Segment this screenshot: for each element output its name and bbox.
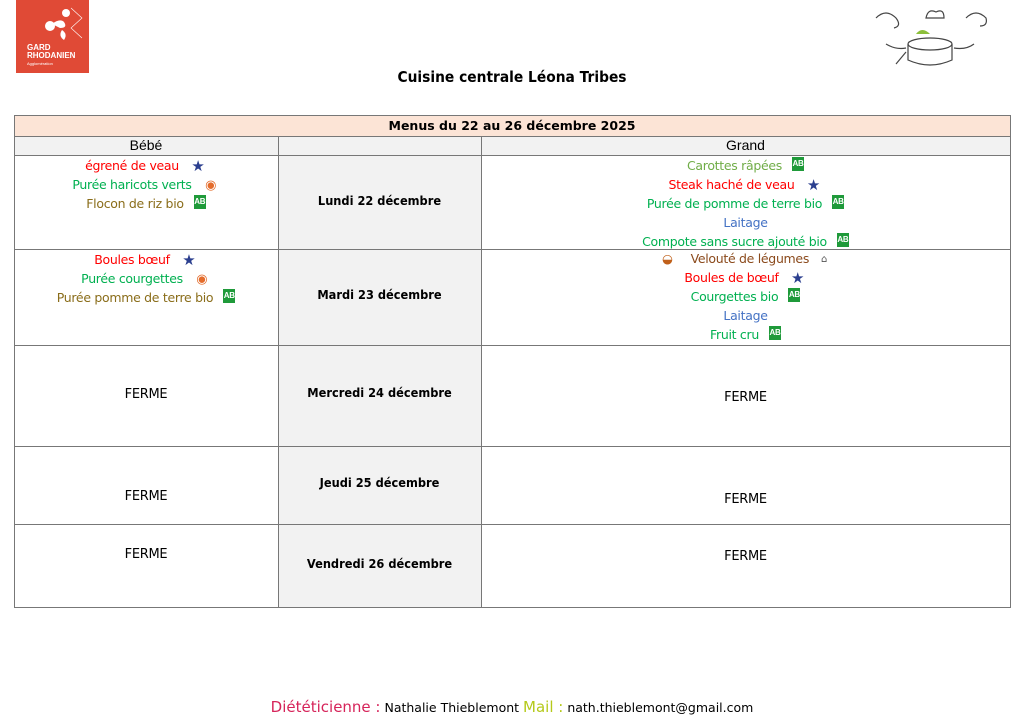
menu-bebe-cell: Boules bœuf ★ Purée courgettes ◉ Purée pomme… xyxy=(14,250,278,307)
gard-rhodanien-logo: GARD RHODANIEN Agglomération xyxy=(16,0,89,73)
menu-item: Purée de pomme de terre bio AB xyxy=(481,194,1010,213)
ab-bio-icon: AB xyxy=(832,194,845,209)
chef-cooking-pot-illustration xyxy=(875,10,987,66)
menu-item-text: Courgettes bio xyxy=(690,289,779,304)
menu-grand-cell: Carottes râpées AB Steak haché de veau ★ Pur… xyxy=(481,156,1010,251)
ab-bio-icon: AB xyxy=(792,156,804,171)
menu-item-text: égrené de veau xyxy=(85,158,179,173)
logo-line2: RHODANIEN xyxy=(27,51,76,60)
menu-item-text: Laitage xyxy=(723,215,768,230)
ab-bio-icon: AB xyxy=(193,194,206,209)
closed-label: FERME xyxy=(724,390,767,405)
bebe-label-icon: ◉ xyxy=(196,271,208,287)
column-grand: Grand xyxy=(726,137,765,153)
day-label: Mardi 23 décembre xyxy=(317,288,442,302)
day-label: Jeudi 25 décembre xyxy=(319,476,440,490)
mail-label: Mail : xyxy=(523,698,564,716)
table-header-bg xyxy=(14,116,1010,136)
closed-label: FERME xyxy=(124,547,168,562)
menu-item: Carottes râpées AB xyxy=(481,156,1010,175)
menu-item-text: Laitage xyxy=(723,308,768,323)
menu-item-text: Velouté de légumes xyxy=(690,251,810,266)
footer-contact: Diététicienne : Nathalie Thieblemont Mai… xyxy=(0,698,1024,716)
menu-item: Boules bœuf ★ xyxy=(14,250,278,269)
menu-item: Purée courgettes ◉ xyxy=(14,269,278,288)
day-label: Vendredi 26 décembre xyxy=(306,557,453,571)
france-star-icon: ★ xyxy=(806,175,821,194)
france-star-icon: ★ xyxy=(791,268,805,287)
menu-item: Steak haché de veau ★ xyxy=(481,175,1010,194)
ab-bio-icon: AB xyxy=(768,325,781,340)
homemade-icon: ⌂ xyxy=(821,253,828,265)
menu-item-text: Compote sans sucre ajouté bio xyxy=(642,234,827,249)
menu-item-text: Purée pomme de terre bio xyxy=(56,290,214,305)
menu-item: Purée haricots verts ◉ xyxy=(14,175,278,194)
france-star-icon: ★ xyxy=(191,156,205,175)
menu-item-text: Steak haché de veau xyxy=(668,177,795,192)
logo-line3: Agglomération xyxy=(27,61,53,66)
closed-label: FERME xyxy=(124,489,168,504)
menu-item-text: Carottes râpées xyxy=(686,158,782,173)
menu-grand-cell: FERME xyxy=(481,388,1010,407)
mail-address[interactable]: nath.thieblemont@gmail.com xyxy=(567,700,754,715)
menu-bebe-cell: FERME xyxy=(14,545,278,564)
menu-grand-cell: ◒ Velouté de légumes ⌂ Boules de bœuf ★ Courg… xyxy=(481,249,1010,344)
closed-label: FERME xyxy=(724,549,767,564)
menu-item: Fruit cru AB xyxy=(481,325,1010,344)
day-label: Lundi 22 décembre xyxy=(317,194,442,208)
menu-item-text: Purée de pomme de terre bio xyxy=(646,196,823,211)
page-title: Cuisine centrale Léona Tribes xyxy=(397,68,627,86)
menu-bebe-cell: égrené de veau ★ Purée haricots verts ◉ Floc… xyxy=(14,156,278,213)
day-column-bg xyxy=(278,155,481,607)
menu-item-text: Fruit cru xyxy=(710,327,759,342)
day-label: Mercredi 24 décembre xyxy=(307,386,452,400)
menu-item-text: Flocon de riz bio xyxy=(86,196,184,211)
dietitian-name: Nathalie Thieblemont xyxy=(384,700,520,715)
ab-bio-icon: AB xyxy=(788,287,801,302)
closed-label: FERME xyxy=(124,387,168,402)
menu-item: Boules de bœuf ★ xyxy=(481,268,1010,287)
menu-item: égrené de veau ★ xyxy=(14,156,278,175)
menu-bebe-cell: FERME xyxy=(14,385,278,404)
closed-label: FERME xyxy=(724,492,767,507)
soup-bowl-icon: ◒ xyxy=(661,251,673,266)
menu-item-text: Purée courgettes xyxy=(81,271,183,286)
menu-item-text: Purée haricots verts xyxy=(72,177,192,192)
menu-item: Purée pomme de terre bio AB xyxy=(14,288,278,307)
menu-bebe-cell: FERME xyxy=(14,487,278,506)
bebe-label-icon: ◉ xyxy=(205,177,217,193)
logo-line1: GARD xyxy=(27,43,51,52)
dietitian-label: Diététicienne : xyxy=(270,698,381,716)
menu-grand-cell: FERME xyxy=(481,490,1010,509)
table-header: Menus du 22 au 26 décembre 2025 xyxy=(388,118,636,133)
menu-item: Flocon de riz bio AB xyxy=(14,194,278,213)
menu-item-text: Boules bœuf xyxy=(94,252,170,267)
menu-item: Compote sans sucre ajouté bio AB xyxy=(481,232,1010,251)
france-star-icon: ★ xyxy=(182,250,196,269)
column-header-bg xyxy=(14,136,1010,155)
menu-item: Laitage xyxy=(481,213,1010,232)
menu-item: Laitage xyxy=(481,306,1010,325)
ab-bio-icon: AB xyxy=(223,288,236,303)
menu-item-text: Boules de bœuf xyxy=(684,270,779,285)
menu-grand-cell: FERME xyxy=(481,547,1010,566)
menu-item: Courgettes bio AB xyxy=(481,287,1010,306)
column-bebe: Bébé xyxy=(129,137,163,153)
ab-bio-icon: AB xyxy=(836,232,849,247)
menu-item: ◒ Velouté de légumes ⌂ xyxy=(481,249,1010,268)
